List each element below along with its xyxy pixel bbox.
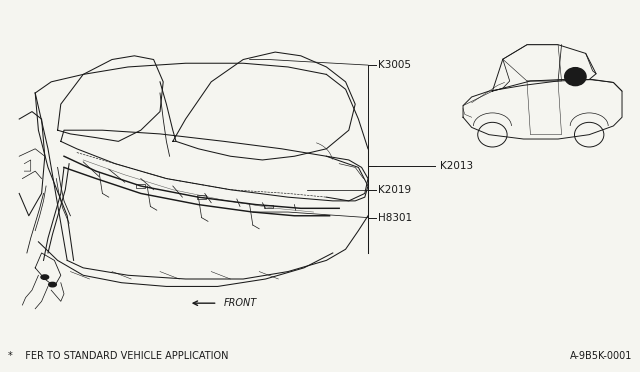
Circle shape [49, 282, 56, 287]
Text: *    FER TO STANDARD VEHICLE APPLICATION: * FER TO STANDARD VEHICLE APPLICATION [8, 351, 228, 361]
Text: K2013: K2013 [440, 161, 474, 170]
Bar [136, 184, 145, 188]
Text: FRONT: FRONT [224, 298, 257, 308]
Circle shape [41, 275, 49, 279]
Text: A-9B5K-0001: A-9B5K-0001 [570, 351, 632, 361]
Text: K2019: K2019 [378, 185, 411, 195]
Bar [264, 205, 273, 208]
Text: K3005: K3005 [378, 60, 411, 70]
Bar [197, 195, 206, 199]
Circle shape [564, 68, 586, 86]
Text: H8301: H8301 [378, 213, 412, 222]
